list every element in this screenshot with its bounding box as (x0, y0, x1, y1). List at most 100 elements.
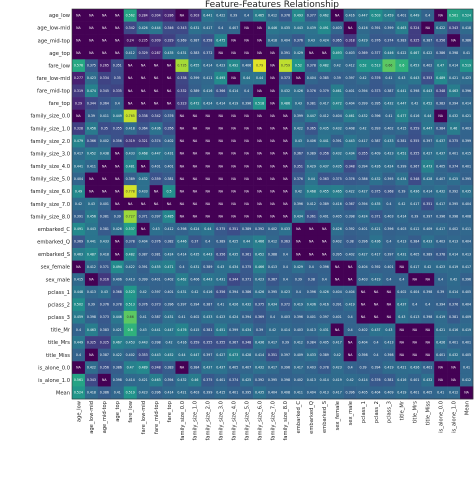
heatmap-cell-r5-c1 (84, 71, 99, 85)
cell-label-r11-c30: 0.415 (462, 152, 471, 156)
cell-label-r12-c22: 0.394 (358, 164, 367, 168)
heatmap-cell-r23-c29 (447, 298, 461, 312)
heatmap-cell-r13-c26 (408, 172, 422, 186)
heatmap-cell-r28-c15 (266, 361, 280, 375)
row-tick-23: pclass_2 (48, 302, 70, 308)
cell-label-r26-c26: NA (413, 340, 418, 344)
heatmap-cell-r2-c28 (434, 34, 448, 48)
cell-label-r11-c17: 0.367 (294, 152, 303, 156)
col-tick-21: sex_male (348, 401, 354, 425)
heatmap-cell-r26-c11 (214, 336, 228, 349)
cell-label-r20-c7: 0.471 (164, 265, 173, 269)
cell-label-r22-c9: 0.42 (191, 290, 198, 294)
cell-label-r23-c18: 0.436 (307, 303, 316, 307)
cell-label-r0-c1: NA (89, 13, 94, 17)
cell-label-r8-c16: NA (283, 114, 288, 118)
heatmap-cell-r15-c1 (84, 197, 99, 211)
col-tick-22: pclass_1 (361, 401, 367, 423)
heatmap-cell-r16-c14 (253, 210, 267, 224)
cell-label-r23-c20: 0.391 (333, 303, 342, 307)
heatmap-cell-r9-c18 (304, 122, 319, 136)
heatmap-cell-r6-c21 (343, 84, 357, 98)
heatmap-cell-r12-c17 (291, 159, 306, 173)
cell-label-r30-c13: 0.395 (242, 391, 251, 395)
heatmap-cell-r7-c8 (175, 97, 189, 110)
heatmap-cell-r16-c27 (421, 210, 435, 224)
cell-label-r4-c20: 0.42 (334, 64, 341, 68)
cell-label-r5-c22: 0.42 (359, 76, 366, 80)
heatmap-cell-r8-c3 (110, 109, 125, 123)
cell-label-r20-c17: 0.429 (294, 265, 303, 269)
cell-label-r10-c14: NA (257, 139, 262, 143)
cell-label-r28-c16: 0.396 (281, 366, 290, 370)
cell-label-r16-c30: 0.408 (462, 215, 471, 219)
cell-label-r23-c23: NA (374, 303, 379, 307)
cell-label-r15-c9: NA (193, 202, 198, 206)
heatmap-cells (72, 9, 474, 400)
heatmap-cell-r16-c23 (369, 210, 383, 224)
cell-label-r1-c14: NA (257, 26, 262, 30)
cell-label-r27-c21: NA (348, 353, 353, 357)
cell-label-r18-c15: 0.412 (268, 240, 277, 244)
heatmap-cell-r7-c22 (356, 97, 370, 110)
cell-label-r24-c2: 0.373 (100, 315, 109, 319)
cell-label-r28-c23: 0.394 (371, 366, 380, 370)
heatmap-cell-r21-c17 (291, 273, 306, 287)
cell-label-r1-c7: 0.346 (164, 26, 173, 30)
cell-label-r12-c11: NA (218, 164, 223, 168)
heatmap-cell-r2-c10 (201, 34, 215, 48)
cell-label-r23-c10: 0.387 (203, 303, 212, 307)
heatmap-cell-r12-c18 (304, 159, 319, 173)
cell-label-r23-c16: 0.372 (281, 303, 290, 307)
heatmap-cell-r2-c6 (149, 34, 163, 48)
cell-label-r11-c21: 0.434 (346, 152, 355, 156)
cell-label-r17-c15: 0.402 (268, 227, 277, 231)
heatmap-cell-r23-c30 (460, 298, 474, 312)
heatmap-cell-r23-c14 (253, 298, 267, 312)
cell-label-r14-c8: NA (180, 189, 185, 193)
cell-label-r0-c28: NA (438, 13, 443, 17)
heatmap-cell-r18-c1 (84, 235, 99, 249)
cell-label-r29-c8: 0.432 (177, 378, 186, 382)
heatmap-cell-r19-c9 (188, 248, 202, 261)
cell-label-r24-c21: 0.4 (348, 315, 353, 319)
heatmap-cell-r8-c11 (214, 109, 228, 123)
heatmap-cell-r28-c22 (356, 361, 370, 375)
cell-label-r19-c6: 0.381 (152, 252, 161, 256)
heatmap-cell-r1-c20 (330, 21, 344, 35)
heatmap-cell-r26-c2 (97, 336, 112, 349)
heatmap-cell-r12-c9 (188, 159, 202, 173)
heatmap-cell-r29-c30 (460, 373, 474, 387)
cell-label-r28-c19: 0.378 (320, 366, 329, 370)
cell-label-r10-c20: 0.391 (333, 139, 342, 143)
cell-label-r19-c14: 0.452 (255, 252, 264, 256)
heatmap-cell-r17-c22 (356, 222, 370, 236)
cell-label-r22-c24: NA (387, 290, 392, 294)
cell-label-r8-c30: 0.421 (462, 114, 471, 118)
cell-label-r7-c21: 0.404 (346, 101, 355, 105)
cell-label-r2-c7: 0.329 (164, 38, 173, 42)
heatmap-cell-r25-c5 (136, 323, 150, 337)
heatmap-cell-r14-c3 (110, 185, 125, 199)
cell-label-r25-c7: 0.447 (164, 328, 173, 332)
heatmap-cell-r16-c17 (291, 210, 306, 224)
col-tick-25: title_Mr (400, 400, 406, 420)
cell-label-r5-c16: 0.373 (281, 76, 290, 80)
cell-label-r23-c14: 0.375 (255, 303, 264, 307)
cell-label-r11-c28: 0.437 (436, 152, 445, 156)
cell-label-r12-c12: NA (231, 164, 236, 168)
col-tick-26: title_Mrs (413, 401, 419, 423)
heatmap-cell-r14-c25 (395, 185, 409, 199)
heatmap-cell-r6-c14 (253, 84, 267, 98)
cell-label-r24-c23: NA (374, 315, 379, 319)
cell-label-r3-c17: 0.429 (294, 51, 303, 55)
cell-label-r15-c13: NA (244, 202, 249, 206)
cell-label-r13-c0: 0.404 (74, 177, 83, 181)
row-tick-24: pclass_3 (48, 315, 70, 321)
cell-label-r27-c28: 0.401 (436, 353, 445, 357)
heatmap-cell-r7-c29 (447, 97, 461, 110)
heatmap-cell-r21-c2 (97, 273, 112, 287)
cell-label-r21-c8: 0.462 (177, 277, 186, 281)
cell-label-r29-c14: 0.392 (255, 378, 264, 382)
cell-label-r17-c29: 0.402 (449, 227, 458, 231)
